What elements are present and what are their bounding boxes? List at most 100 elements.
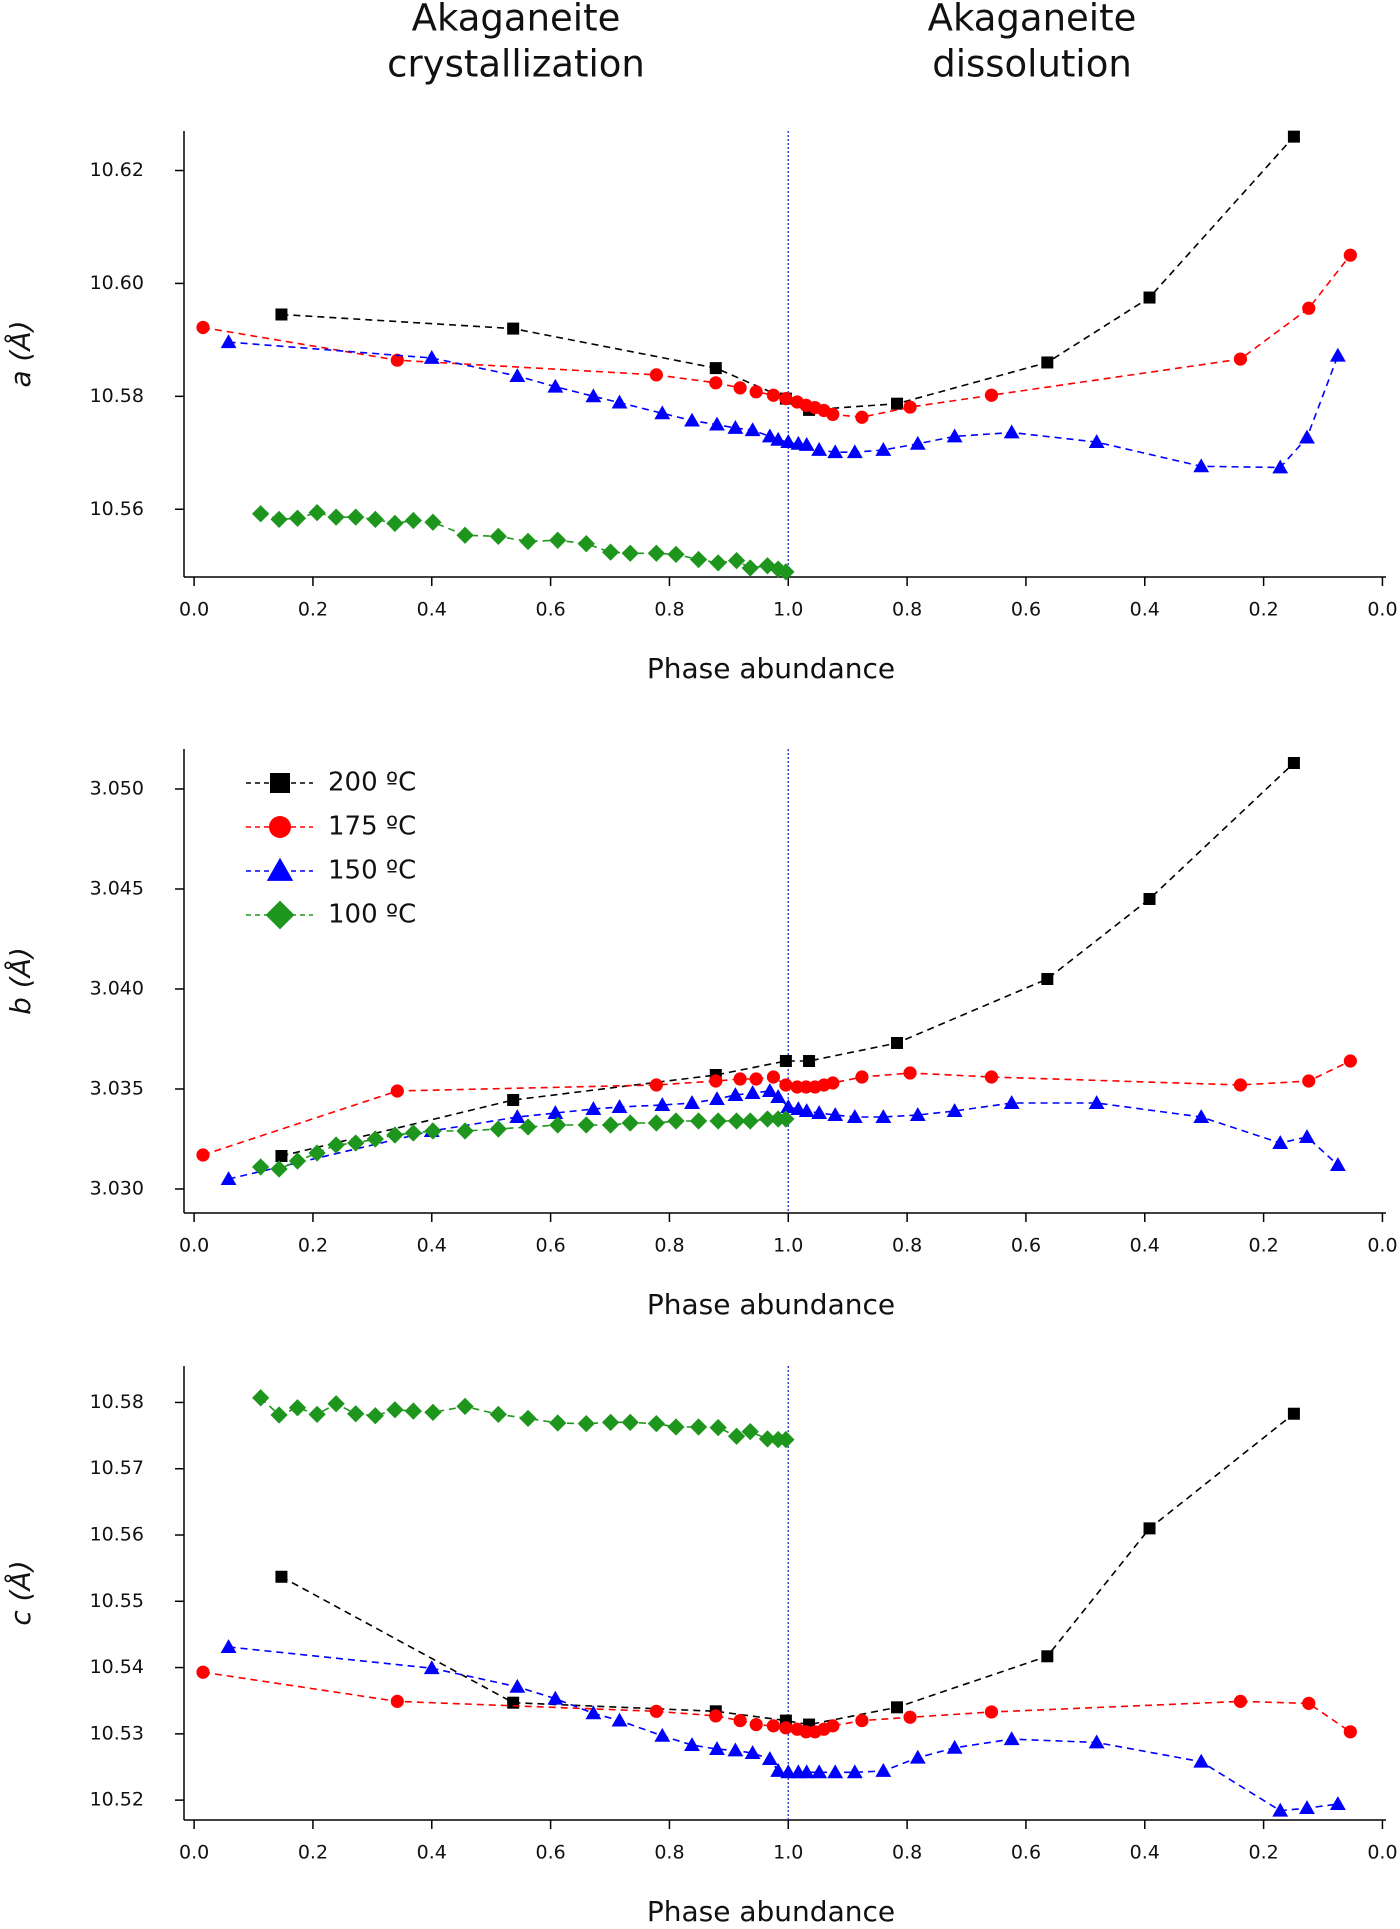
data-point bbox=[984, 1705, 999, 1719]
y-tick-label: 3.035 bbox=[90, 1078, 144, 1100]
legend-label: 175 ºC bbox=[328, 812, 416, 842]
data-point bbox=[709, 554, 727, 572]
header-line: dissolution bbox=[932, 43, 1132, 86]
data-point bbox=[386, 1401, 404, 1419]
data-point bbox=[689, 1112, 708, 1130]
data-point bbox=[507, 1696, 520, 1709]
data-point bbox=[601, 543, 620, 561]
data-point bbox=[275, 1150, 288, 1162]
y-tick-label: 10.53 bbox=[90, 1722, 144, 1744]
data-point bbox=[288, 1399, 307, 1417]
data-point bbox=[780, 1764, 797, 1779]
data-point bbox=[327, 1395, 345, 1413]
data-point bbox=[780, 1099, 797, 1113]
data-point bbox=[509, 368, 526, 382]
x-tick-label: 1.0 bbox=[773, 599, 803, 621]
data-point bbox=[252, 1389, 270, 1407]
data-point bbox=[327, 508, 345, 526]
data-point bbox=[649, 1078, 663, 1092]
data-point bbox=[327, 1136, 345, 1154]
data-point bbox=[270, 1160, 288, 1178]
data-point bbox=[621, 544, 639, 562]
header-line: crystallization bbox=[387, 43, 645, 86]
data-point bbox=[777, 1430, 795, 1449]
data-point bbox=[347, 1405, 365, 1423]
data-point bbox=[1299, 1800, 1315, 1815]
x-tick-label: 0.2 bbox=[298, 1235, 328, 1257]
data-point bbox=[709, 1074, 723, 1088]
data-point bbox=[733, 1713, 747, 1728]
data-point bbox=[766, 388, 781, 402]
data-point bbox=[1088, 1734, 1105, 1749]
data-point bbox=[347, 508, 365, 526]
data-point bbox=[404, 511, 422, 530]
data-point bbox=[547, 1690, 564, 1705]
data-point bbox=[846, 1764, 863, 1779]
data-point bbox=[709, 1091, 725, 1105]
x-tick-label: 0.2 bbox=[1248, 599, 1278, 621]
data-point bbox=[758, 1110, 777, 1128]
y-tick-label: 3.030 bbox=[90, 1178, 144, 1200]
data-point bbox=[1272, 1802, 1289, 1817]
data-point bbox=[654, 1727, 671, 1742]
x-tick-label: 0.0 bbox=[1367, 599, 1397, 621]
data-point bbox=[1088, 1095, 1105, 1109]
data-point bbox=[366, 510, 384, 529]
data-point bbox=[946, 1739, 963, 1754]
x-tick-label: 0.4 bbox=[417, 599, 447, 621]
data-point bbox=[744, 1745, 761, 1759]
data-point bbox=[456, 1122, 474, 1140]
y-tick-label: 10.60 bbox=[90, 272, 144, 294]
data-point bbox=[288, 1152, 307, 1170]
data-point bbox=[308, 1405, 326, 1424]
data-point bbox=[1343, 248, 1357, 262]
x-tick-label: 0.6 bbox=[1011, 1842, 1041, 1864]
data-point bbox=[1233, 1078, 1248, 1092]
data-point bbox=[946, 1103, 963, 1117]
data-point bbox=[984, 1070, 999, 1084]
data-point bbox=[709, 416, 725, 431]
data-point bbox=[826, 1076, 840, 1090]
data-point bbox=[903, 1066, 917, 1080]
data-point bbox=[308, 504, 326, 522]
data-point bbox=[684, 412, 700, 427]
data-point bbox=[386, 514, 404, 533]
data-point bbox=[196, 1148, 210, 1162]
data-point bbox=[903, 1710, 917, 1724]
data-point bbox=[647, 544, 666, 562]
data-point bbox=[855, 1070, 869, 1084]
x-tick-label: 0.2 bbox=[298, 599, 328, 621]
header-line: Akaganeite bbox=[928, 0, 1137, 40]
x-tick-label: 0.8 bbox=[892, 599, 922, 621]
x-axis-label: Phase abundance bbox=[647, 652, 895, 685]
data-point bbox=[424, 1403, 442, 1422]
y-tick-label: 10.58 bbox=[90, 1391, 144, 1413]
data-point bbox=[766, 1719, 781, 1733]
data-point bbox=[647, 1415, 666, 1433]
data-point bbox=[270, 1406, 288, 1424]
x-tick-label: 0.8 bbox=[654, 599, 684, 621]
data-point bbox=[404, 1124, 422, 1142]
data-point bbox=[891, 1701, 904, 1714]
data-point bbox=[667, 1418, 685, 1436]
data-point bbox=[1193, 458, 1210, 473]
data-point bbox=[798, 1103, 815, 1117]
data-point bbox=[798, 436, 815, 451]
data-point bbox=[741, 559, 759, 577]
data-point bbox=[709, 362, 722, 375]
data-point bbox=[875, 1763, 892, 1777]
data-point bbox=[709, 1418, 727, 1437]
data-point bbox=[507, 322, 520, 335]
data-point bbox=[196, 320, 210, 335]
data-point bbox=[779, 1721, 793, 1735]
data-point bbox=[1287, 757, 1300, 769]
y-tick-label: 10.62 bbox=[90, 159, 144, 181]
data-point bbox=[827, 444, 844, 459]
data-point bbox=[654, 405, 671, 420]
data-point bbox=[749, 1072, 763, 1086]
data-point bbox=[777, 563, 795, 581]
series-line bbox=[281, 762, 1295, 1157]
data-point bbox=[798, 1764, 815, 1779]
data-point bbox=[308, 1144, 326, 1162]
